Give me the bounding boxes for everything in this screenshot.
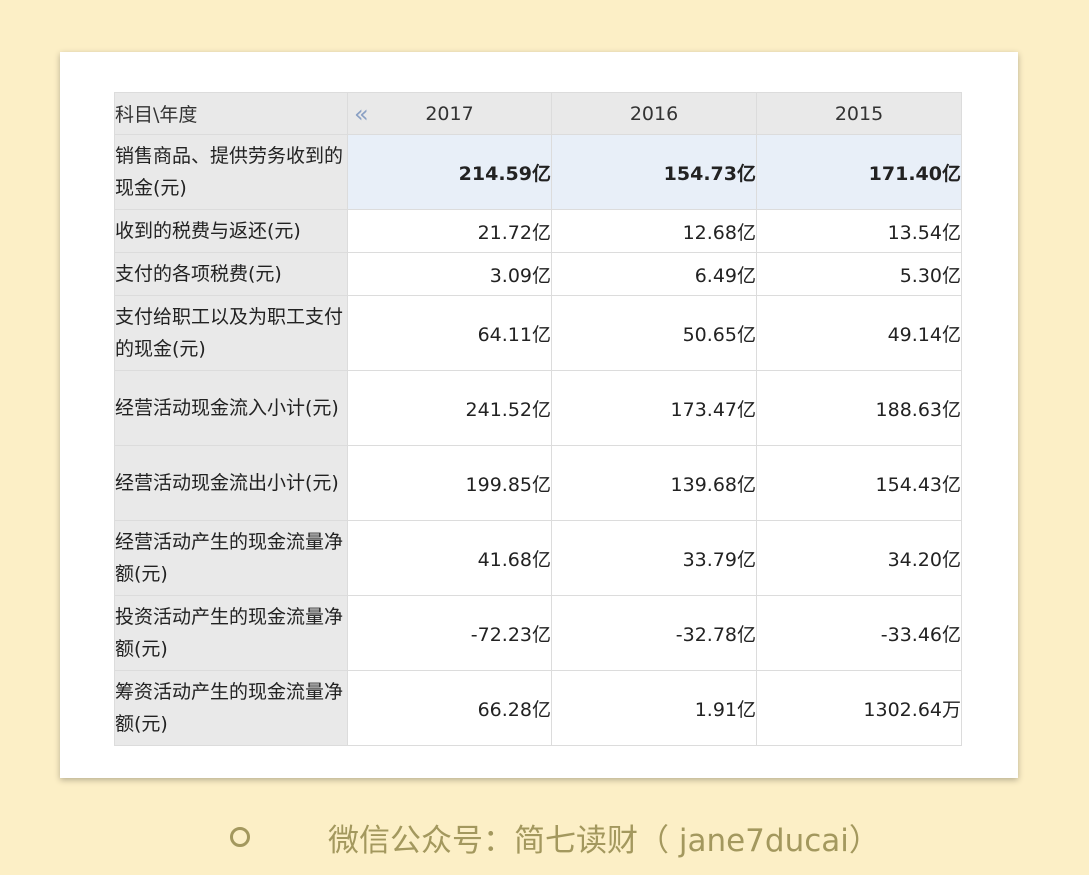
cell-value: -32.78亿 bbox=[551, 595, 757, 671]
cell-value: -72.23亿 bbox=[347, 595, 552, 671]
row-label: 销售商品、提供劳务收到的现金(元) bbox=[114, 134, 348, 210]
year-label: 2016 bbox=[629, 102, 679, 125]
cell-value: 154.43亿 bbox=[756, 445, 962, 521]
cell-value: 173.47亿 bbox=[551, 370, 757, 446]
footer-text: 微信公众号：简七读财（ jane7ducai） bbox=[328, 822, 880, 859]
header-label: 科目\年度 bbox=[114, 92, 348, 135]
row-label: 收到的税费与返还(元) bbox=[114, 209, 348, 253]
cell-value: 66.28亿 bbox=[347, 670, 552, 746]
table-header-row: 科目\年度 « 2017 2016 2015 bbox=[114, 92, 962, 135]
cell-value: 21.72亿 bbox=[347, 209, 552, 253]
footer-caption: 微信公众号：简七读财（ jane7ducai） bbox=[230, 814, 880, 860]
table-row: 经营活动产生的现金流量净额(元) 41.68亿 33.79亿 34.20亿 bbox=[114, 520, 962, 596]
cell-value: 241.52亿 bbox=[347, 370, 552, 446]
row-label: 经营活动产生的现金流量净额(元) bbox=[114, 520, 348, 596]
table-row: 筹资活动产生的现金流量净额(元) 66.28亿 1.91亿 1302.64万 bbox=[114, 670, 962, 746]
row-label: 支付的各项税费(元) bbox=[114, 252, 348, 296]
cell-value: 3.09亿 bbox=[347, 252, 552, 296]
cell-value: 34.20亿 bbox=[756, 520, 962, 596]
cell-value: -33.46亿 bbox=[756, 595, 962, 671]
year-header-2015: 2015 bbox=[756, 92, 962, 135]
cell-value: 5.30亿 bbox=[756, 252, 962, 296]
row-label: 支付给职工以及为职工支付的现金(元) bbox=[114, 295, 348, 371]
cell-value: 50.65亿 bbox=[551, 295, 757, 371]
year-label: 2017 bbox=[425, 102, 474, 125]
year-header-2017: « 2017 bbox=[347, 92, 552, 135]
table-card: 科目\年度 « 2017 2016 2015 销售商品、提供劳务收到的现金(元)… bbox=[60, 52, 1018, 778]
table-row: 经营活动现金流出小计(元) 199.85亿 139.68亿 154.43亿 bbox=[114, 445, 962, 521]
year-header-2016: 2016 bbox=[551, 92, 757, 135]
row-label: 经营活动现金流出小计(元) bbox=[114, 445, 348, 521]
cell-value: 49.14亿 bbox=[756, 295, 962, 371]
cell-value: 171.40亿 bbox=[756, 134, 962, 210]
cell-value: 1.91亿 bbox=[551, 670, 757, 746]
row-label: 经营活动现金流入小计(元) bbox=[114, 370, 348, 446]
cell-value: 214.59亿 bbox=[347, 134, 552, 210]
double-chevron-left-icon[interactable]: « bbox=[354, 99, 369, 128]
cell-value: 12.68亿 bbox=[551, 209, 757, 253]
cell-value: 6.49亿 bbox=[551, 252, 757, 296]
row-label: 筹资活动产生的现金流量净额(元) bbox=[114, 670, 348, 746]
table-row: 收到的税费与返还(元) 21.72亿 12.68亿 13.54亿 bbox=[114, 209, 962, 253]
cash-flow-table: 科目\年度 « 2017 2016 2015 销售商品、提供劳务收到的现金(元)… bbox=[114, 92, 962, 746]
cell-value: 188.63亿 bbox=[756, 370, 962, 446]
year-label: 2015 bbox=[834, 102, 884, 125]
cell-value: 199.85亿 bbox=[347, 445, 552, 521]
cell-value: 1302.64万 bbox=[756, 670, 962, 746]
table-row: 投资活动产生的现金流量净额(元) -72.23亿 -32.78亿 -33.46亿 bbox=[114, 595, 962, 671]
row-label: 投资活动产生的现金流量净额(元) bbox=[114, 595, 348, 671]
table-row: 支付给职工以及为职工支付的现金(元) 64.11亿 50.65亿 49.14亿 bbox=[114, 295, 962, 371]
cell-value: 33.79亿 bbox=[551, 520, 757, 596]
table-row: 销售商品、提供劳务收到的现金(元) 214.59亿 154.73亿 171.40… bbox=[114, 134, 962, 210]
cell-value: 13.54亿 bbox=[756, 209, 962, 253]
circle-icon bbox=[230, 827, 250, 847]
cell-value: 64.11亿 bbox=[347, 295, 552, 371]
cell-value: 41.68亿 bbox=[347, 520, 552, 596]
cell-value: 154.73亿 bbox=[551, 134, 757, 210]
cell-value: 139.68亿 bbox=[551, 445, 757, 521]
table-row: 支付的各项税费(元) 3.09亿 6.49亿 5.30亿 bbox=[114, 252, 962, 296]
table-row: 经营活动现金流入小计(元) 241.52亿 173.47亿 188.63亿 bbox=[114, 370, 962, 446]
